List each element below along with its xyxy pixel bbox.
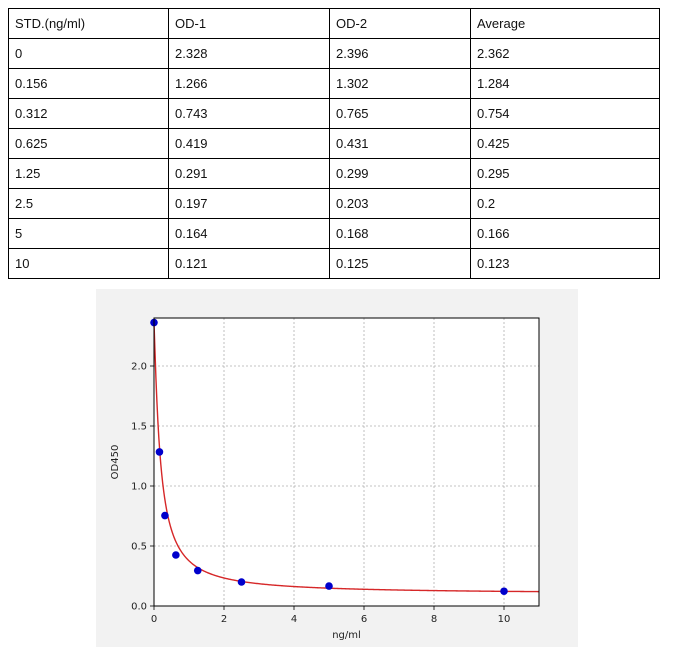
table-header-row: STD.(ng/ml) OD-1 OD-2 Average [8, 8, 660, 39]
table-cell: 2.5 [8, 188, 169, 219]
table-cell: 0.765 [329, 98, 471, 129]
standard-curve-table: STD.(ng/ml) OD-1 OD-2 Average 0 2.328 2.396 2.3… [8, 8, 660, 279]
table-cell: 0.168 [329, 218, 471, 249]
x-tick-label: 6 [361, 614, 367, 625]
table-cell: 0.625 [8, 128, 169, 159]
data-point [237, 578, 246, 586]
table-cell: 0.431 [329, 128, 471, 159]
fit-curve-line [153, 322, 539, 593]
table-cell: 0.312 [8, 98, 169, 129]
table-header-cell: Average [470, 8, 660, 39]
data-point [325, 582, 333, 590]
x-tick-label: 2 [221, 614, 227, 625]
x-tick-label: 4 [291, 614, 297, 625]
table-cell: 0.2 [470, 188, 660, 219]
table-row: 5 0.164 0.168 0.166 [8, 218, 660, 249]
table-cell: 0.125 [329, 248, 471, 279]
table-cell: 0.299 [329, 158, 471, 189]
table-cell: 0.291 [168, 158, 330, 189]
table-cell: 1.284 [470, 68, 660, 99]
table-row: 10 0.121 0.125 0.123 [8, 248, 660, 279]
data-point [193, 566, 202, 575]
table-cell: 2.328 [168, 38, 330, 69]
table-cell: 0 [8, 38, 169, 69]
x-tick-label: 0 [151, 614, 157, 625]
table-cell: 0.295 [470, 158, 660, 189]
data-point [500, 587, 508, 596]
y-tick-label: 1.5 [131, 422, 147, 433]
table-row: 1.25 0.291 0.299 0.295 [8, 158, 660, 189]
x-tick-label: 10 [498, 614, 511, 625]
table-cell: 1.25 [8, 158, 169, 189]
table-cell: 1.266 [168, 68, 330, 99]
y-tick-label: 0.5 [131, 542, 147, 553]
table-cell: 0.121 [168, 248, 330, 279]
table-cell: 2.396 [329, 38, 471, 69]
y-tick-label: 1.0 [131, 482, 147, 493]
table-cell: 2.362 [470, 38, 660, 69]
plot-frame [153, 317, 540, 607]
data-point [155, 448, 164, 456]
x-tick-label: 8 [431, 614, 437, 625]
chart-canvas: 0 2 4 6 8 10 0.0 0.5 1.0 1.5 2.0 ng/ml OD450 [110, 317, 540, 641]
table-cell: 10 [8, 248, 169, 279]
table-cell: 0.164 [168, 218, 330, 249]
table-row: 0.156 1.266 1.302 1.284 [8, 68, 660, 99]
table-row: 0 2.328 2.396 2.362 [8, 38, 660, 69]
table-header-cell: OD-2 [329, 8, 471, 39]
table-cell: 0.166 [470, 218, 660, 249]
standard-curve-chart: 0 2 4 6 8 10 0.0 0.5 1.0 1.5 2.0 ng/ml OD450 [96, 289, 578, 647]
plot-area [154, 318, 539, 606]
table-cell: 0.419 [168, 128, 330, 159]
table-cell: 0.156 [8, 68, 169, 99]
table-header-cell: STD.(ng/ml) [8, 8, 169, 39]
data-point [172, 551, 180, 559]
table-cell: 0.754 [470, 98, 660, 129]
table-row: 0.312 0.743 0.765 0.754 [8, 98, 660, 129]
y-axis-label: OD450 [110, 445, 121, 480]
table-cell: 1.302 [329, 68, 471, 99]
table-cell: 5 [8, 218, 169, 249]
table-cell: 0.123 [470, 248, 660, 279]
table-row: 2.5 0.197 0.203 0.2 [8, 188, 660, 219]
table-cell: 0.197 [168, 188, 330, 219]
table-header-cell: OD-1 [168, 8, 330, 39]
table-cell: 0.743 [168, 98, 330, 129]
y-tick-label: 2.0 [131, 362, 147, 373]
table-row: 0.625 0.419 0.431 0.425 [8, 128, 660, 159]
data-point [161, 511, 169, 520]
table-cell: 0.425 [470, 128, 660, 159]
y-tick-label: 0.0 [131, 602, 147, 613]
x-axis-label: ng/ml [332, 630, 361, 641]
table-cell: 0.203 [329, 188, 471, 219]
